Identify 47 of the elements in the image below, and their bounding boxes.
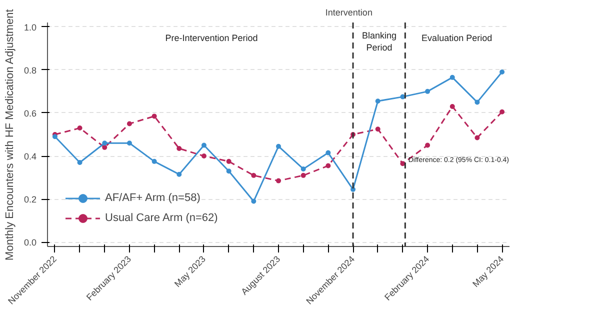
point — [450, 104, 455, 109]
point — [300, 172, 306, 178]
point — [251, 198, 256, 204]
point — [77, 160, 82, 165]
point — [326, 163, 331, 168]
point — [425, 142, 430, 148]
point — [52, 134, 58, 140]
y-tick-label: 0.2 — [24, 194, 37, 205]
point — [152, 114, 157, 119]
point — [77, 126, 82, 131]
point — [375, 98, 380, 104]
point — [375, 126, 380, 132]
point — [226, 168, 232, 174]
point — [102, 140, 108, 146]
point — [474, 135, 480, 140]
point — [176, 146, 182, 151]
y-axis-title: Monthly Encounters with HF Medication Adjustment — [4, 9, 16, 260]
legend-label: Usual Care Arm (n=62) — [105, 212, 218, 224]
point — [126, 140, 132, 146]
point — [425, 88, 430, 94]
point — [226, 158, 232, 164]
legend-label: AF/AF+ Arm (n=58) — [105, 192, 200, 204]
point — [500, 70, 505, 75]
y-tick-label: 0.8 — [24, 65, 37, 76]
annotation: Evaluation Period — [422, 33, 492, 44]
point — [300, 166, 306, 172]
annotation: Pre-Intervention Period — [165, 33, 258, 44]
ref-line-label: Intervention — [325, 8, 372, 18]
point — [102, 144, 108, 150]
annotation: Blanking Period — [362, 30, 396, 53]
point — [276, 178, 281, 184]
point — [251, 172, 256, 178]
point — [450, 74, 455, 80]
point — [326, 150, 331, 156]
point — [152, 158, 157, 164]
point — [201, 154, 206, 159]
point — [176, 172, 182, 177]
y-tick-label: 0.0 — [24, 238, 37, 248]
y-tick-label: 1.0 — [24, 22, 37, 32]
point — [474, 100, 480, 105]
point — [201, 142, 206, 148]
point — [500, 109, 505, 114]
y-tick-label: 0.4 — [24, 152, 37, 162]
point — [276, 144, 281, 149]
point — [400, 161, 406, 166]
point — [126, 121, 132, 126]
y-tick-label: 0.6 — [24, 108, 37, 118]
